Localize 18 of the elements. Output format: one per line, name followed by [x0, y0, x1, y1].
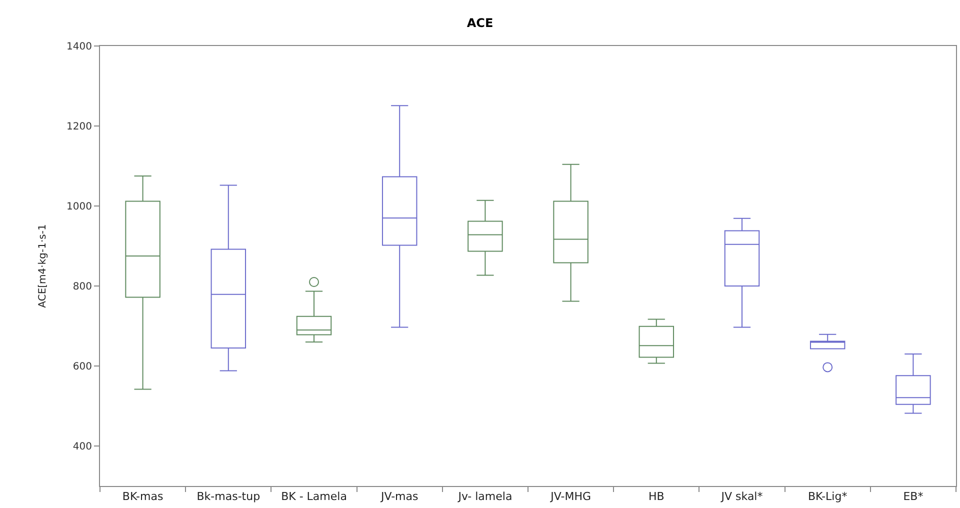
y-tick-label: 600 [72, 362, 92, 372]
y-tick-label: 400 [72, 442, 92, 452]
x-tick-label: BK - Lamela [281, 490, 347, 504]
x-tick-label: JV-mas [380, 490, 419, 504]
chart-title: ACE [466, 16, 494, 30]
x-tick-label: BK-mas [122, 490, 164, 504]
x-tick-label: Bk-mas-tup [196, 490, 260, 504]
y-tick-label: 1200 [66, 122, 92, 132]
y-tick-label: 800 [72, 282, 92, 292]
y-axis-title: ACE[m4·kg-1·s-1 [38, 224, 49, 308]
x-tick-label: JV skal* [720, 490, 764, 504]
x-tick-label: BK-Lig* [808, 490, 848, 504]
x-tick-label: EB* [903, 490, 924, 504]
y-tick-label: 1000 [66, 202, 92, 212]
x-tick-label: HB [648, 490, 664, 504]
x-tick-label: Jv- lamela [457, 490, 512, 504]
y-tick-label: 1400 [66, 42, 92, 52]
x-tick-label: JV-MHG [550, 490, 591, 504]
